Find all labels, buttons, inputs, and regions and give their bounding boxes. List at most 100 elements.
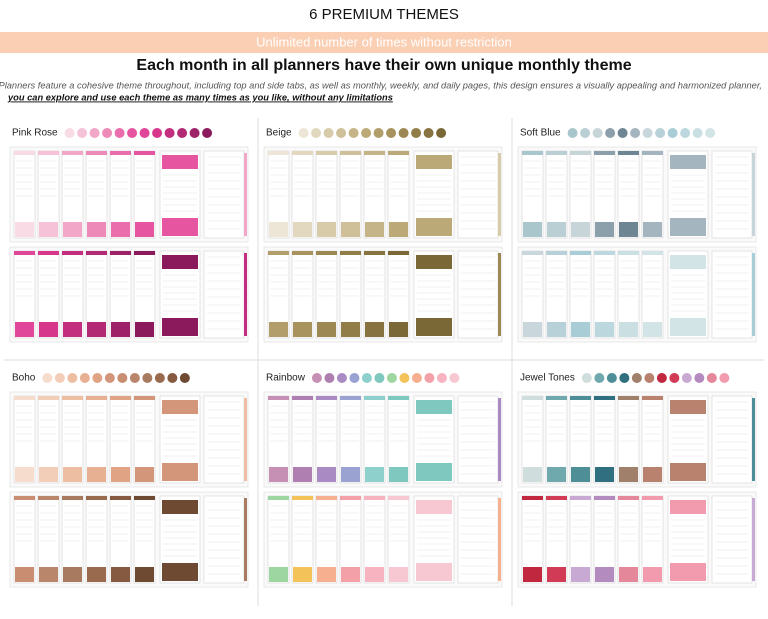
month-block — [523, 467, 542, 482]
month-tab — [642, 251, 663, 255]
swatch — [386, 128, 397, 138]
swatch — [92, 373, 103, 383]
swatch — [694, 373, 705, 383]
month-block — [15, 322, 34, 337]
month-block — [571, 222, 590, 237]
month-tab — [546, 251, 567, 255]
month-block — [571, 322, 590, 337]
swatch — [179, 373, 190, 383]
month-tab — [522, 396, 543, 400]
month-tab — [14, 151, 35, 155]
month-tab — [316, 396, 337, 400]
swatch — [102, 128, 113, 138]
swatch — [42, 373, 53, 383]
swatch — [311, 128, 322, 138]
month-tab — [316, 251, 337, 255]
month-block — [341, 322, 360, 337]
month-block — [317, 222, 336, 237]
banner: Unlimited number of times without restri… — [256, 34, 512, 49]
month-tab — [594, 496, 615, 500]
month-tab — [546, 151, 567, 155]
side-tab — [752, 253, 755, 336]
swatch — [139, 128, 150, 138]
swatch — [581, 373, 592, 383]
month-tab — [38, 251, 59, 255]
month-tab — [594, 151, 615, 155]
month-tab — [110, 251, 131, 255]
month-block — [341, 567, 360, 582]
swatch — [336, 373, 347, 383]
notes-page — [203, 250, 245, 339]
month-tab — [62, 251, 83, 255]
swatch — [424, 373, 435, 383]
swatch — [117, 373, 128, 383]
swatch — [436, 128, 447, 138]
theme-name: Jewel Tones — [520, 373, 575, 384]
month-tab — [110, 151, 131, 155]
month-block — [595, 567, 614, 582]
swatch — [398, 128, 409, 138]
description: My Planners feature a cohesive theme thr… — [0, 80, 762, 90]
swatch — [386, 373, 397, 383]
swatch — [644, 373, 655, 383]
heading: Each month in all planners have their ow… — [136, 57, 631, 74]
theme-name: Beige — [266, 128, 292, 139]
month-block — [389, 567, 408, 582]
month-block — [341, 467, 360, 482]
swatch — [606, 373, 617, 383]
month-tab — [522, 151, 543, 155]
month-block — [269, 222, 288, 237]
month-tab — [618, 251, 639, 255]
notes-page — [203, 495, 245, 584]
month-tab — [268, 251, 289, 255]
month-block — [643, 567, 662, 582]
month-tab — [38, 151, 59, 155]
month-tab — [340, 496, 361, 500]
month-tab — [38, 396, 59, 400]
daily-block — [670, 400, 706, 414]
month-block — [547, 322, 566, 337]
month-block — [269, 467, 288, 482]
month-block — [595, 467, 614, 482]
month-tab — [62, 496, 83, 500]
swatch — [54, 373, 65, 383]
side-tab — [244, 498, 247, 581]
month-tab — [340, 251, 361, 255]
month-tab — [642, 151, 663, 155]
notes-page — [457, 395, 499, 484]
daily-block — [416, 318, 452, 336]
side-tab — [498, 398, 501, 481]
swatch — [202, 128, 213, 138]
month-tab — [134, 251, 155, 255]
month-tab — [364, 251, 385, 255]
month-block — [293, 222, 312, 237]
month-block — [643, 467, 662, 482]
month-block — [547, 567, 566, 582]
theme-name: Boho — [12, 373, 36, 384]
month-tab — [316, 151, 337, 155]
month-block — [63, 567, 82, 582]
month-tab — [618, 396, 639, 400]
side-tab — [752, 153, 755, 236]
daily-block — [162, 463, 198, 481]
month-block — [135, 322, 154, 337]
month-tab — [642, 496, 663, 500]
month-tab — [134, 396, 155, 400]
swatch — [361, 128, 372, 138]
daily-block — [416, 255, 452, 269]
month-block — [111, 322, 130, 337]
swatch — [399, 373, 410, 383]
month-block — [365, 322, 384, 337]
month-tab — [364, 496, 385, 500]
swatch — [164, 128, 175, 138]
month-block — [111, 222, 130, 237]
month-block — [15, 222, 34, 237]
notes-page — [711, 495, 753, 584]
month-block — [523, 322, 542, 337]
swatch — [64, 128, 75, 138]
title: 6 PREMIUM THEMES — [309, 6, 459, 23]
month-tab — [570, 496, 591, 500]
month-tab — [618, 496, 639, 500]
notes-page — [203, 395, 245, 484]
